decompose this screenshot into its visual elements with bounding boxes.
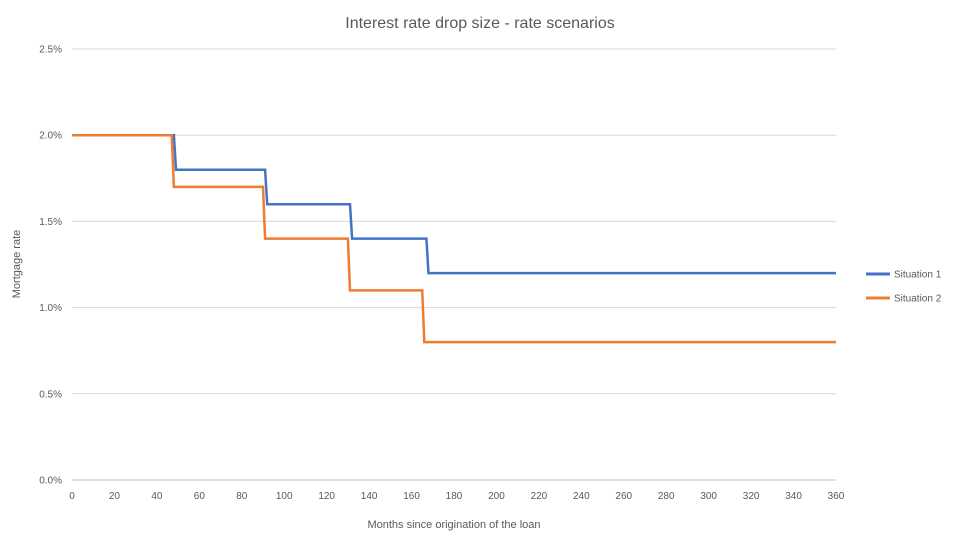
x-tick-label: 140 <box>361 491 378 502</box>
legend-entry: Situation 2 <box>894 294 942 305</box>
x-tick-label: 280 <box>658 491 675 502</box>
y-tick-label: 0.0% <box>39 476 62 487</box>
y-tick-label: 1.5% <box>39 217 62 228</box>
y-tick-label: 0.5% <box>39 389 62 400</box>
x-tick-label: 180 <box>446 491 463 502</box>
x-tick-label: 100 <box>276 491 293 502</box>
x-tick-label: 260 <box>615 491 632 502</box>
legend: Situation 1 Situation 2 <box>866 270 942 305</box>
chart-title: Interest rate drop size - rate scenarios <box>345 15 614 32</box>
y-tick-label: 1.0% <box>39 303 62 314</box>
x-tick-label: 40 <box>151 491 163 502</box>
x-tick-label: 240 <box>573 491 590 502</box>
series-line <box>72 133 836 344</box>
y-axis-label: Mortgage rate <box>11 230 23 298</box>
x-axis-label: Months since origination of the loan <box>367 519 540 531</box>
y-tick-label: 2.5% <box>39 45 62 56</box>
x-tick-label: 340 <box>785 491 802 502</box>
x-tick-label: 220 <box>531 491 548 502</box>
x-axis-ticks: 0 20 40 60 80 100 120 140 160 180 200 220 240 260 280 3… <box>69 491 845 502</box>
series-lines <box>72 133 836 344</box>
gridlines <box>72 48 836 481</box>
legend-entry: Situation 1 <box>894 270 942 281</box>
x-tick-label: 0 <box>69 491 75 502</box>
x-tick-label: 360 <box>828 491 845 502</box>
x-tick-label: 300 <box>700 491 717 502</box>
x-tick-label: 60 <box>194 491 206 502</box>
x-tick-label: 160 <box>403 491 420 502</box>
x-tick-label: 80 <box>236 491 248 502</box>
series-line <box>72 133 836 275</box>
y-axis-ticks: 0.0% 0.5% 1.0% 1.5% 2.0% 2.5% <box>39 45 62 487</box>
y-tick-label: 2.0% <box>39 131 62 142</box>
x-tick-label: 200 <box>488 491 505 502</box>
x-tick-label: 320 <box>743 491 760 502</box>
x-tick-label: 20 <box>109 491 121 502</box>
x-tick-label: 120 <box>318 491 335 502</box>
